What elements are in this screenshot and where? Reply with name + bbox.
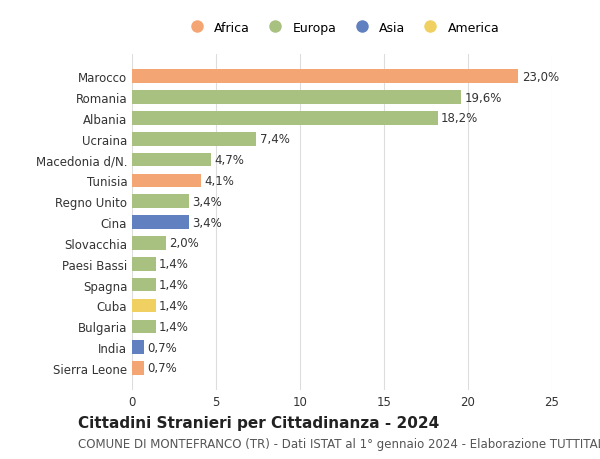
Bar	[132, 237, 166, 250]
Bar	[132, 361, 144, 375]
Text: 4,1%: 4,1%	[204, 174, 234, 188]
Text: Cittadini Stranieri per Cittadinanza - 2024: Cittadini Stranieri per Cittadinanza - 2…	[78, 415, 439, 430]
Text: 1,4%: 1,4%	[159, 279, 189, 291]
Text: 4,7%: 4,7%	[214, 154, 244, 167]
Bar	[132, 320, 155, 333]
Text: 18,2%: 18,2%	[441, 112, 478, 125]
Bar	[132, 299, 155, 313]
Text: 1,4%: 1,4%	[159, 257, 189, 271]
Bar	[132, 341, 144, 354]
Text: 7,4%: 7,4%	[260, 133, 290, 146]
Text: 1,4%: 1,4%	[159, 320, 189, 333]
Bar	[132, 216, 189, 230]
Text: COMUNE DI MONTEFRANCO (TR) - Dati ISTAT al 1° gennaio 2024 - Elaborazione TUTTIT: COMUNE DI MONTEFRANCO (TR) - Dati ISTAT …	[78, 437, 600, 451]
Text: 19,6%: 19,6%	[464, 91, 502, 104]
Text: 23,0%: 23,0%	[522, 71, 559, 84]
Bar	[132, 70, 518, 84]
Bar	[132, 133, 256, 146]
Text: 0,7%: 0,7%	[147, 362, 177, 375]
Bar	[132, 153, 211, 167]
Bar	[132, 278, 155, 292]
Bar	[132, 195, 189, 208]
Legend: Africa, Europa, Asia, America: Africa, Europa, Asia, America	[181, 18, 503, 38]
Text: 1,4%: 1,4%	[159, 299, 189, 312]
Bar	[132, 174, 201, 188]
Bar	[132, 257, 155, 271]
Text: 0,7%: 0,7%	[147, 341, 177, 354]
Bar	[132, 91, 461, 105]
Bar	[132, 112, 438, 125]
Text: 3,4%: 3,4%	[193, 216, 222, 229]
Text: 3,4%: 3,4%	[193, 196, 222, 208]
Text: 2,0%: 2,0%	[169, 237, 199, 250]
